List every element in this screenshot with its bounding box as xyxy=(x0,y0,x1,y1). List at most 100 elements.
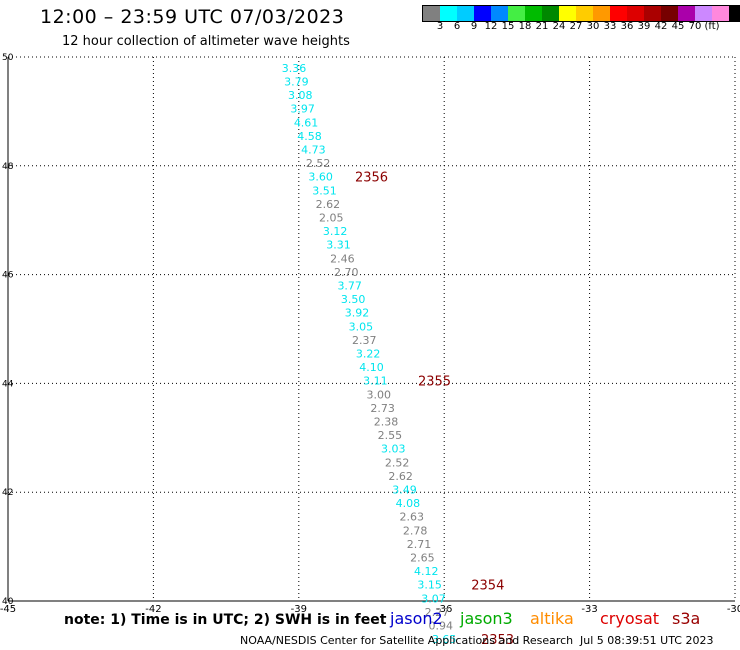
y-tick-label: 42 xyxy=(2,488,13,498)
data-point-label: 2.27 xyxy=(425,606,450,619)
scale-label: 45 xyxy=(671,21,685,32)
scale-swatch xyxy=(712,6,729,21)
scale-label: 9 xyxy=(470,21,478,32)
scale-label: (ft) xyxy=(704,21,720,32)
legend-jason2: jason2 xyxy=(390,609,443,628)
data-point-label: 2.62 xyxy=(316,198,341,211)
x-tick-label: -39 xyxy=(291,604,307,615)
data-point-label: 4.12 xyxy=(414,565,439,578)
scale-label: 12 xyxy=(484,21,498,32)
data-point-label: 2.65 xyxy=(410,551,435,564)
data-point-label: 3.07 xyxy=(421,592,446,605)
x-tick-label: -45 xyxy=(0,604,16,615)
scale-label: 15 xyxy=(501,21,515,32)
scale-swatch xyxy=(678,6,695,21)
scale-swatch xyxy=(610,6,627,21)
legend-altika: altika xyxy=(530,609,574,628)
data-point-label: 2.63 xyxy=(399,511,424,524)
data-point-label: 3.50 xyxy=(341,293,366,306)
data-point-label: 3.08 xyxy=(288,89,313,102)
legend-s3a: s3a xyxy=(672,609,701,628)
scale-swatch xyxy=(474,6,491,21)
scale-swatch xyxy=(627,6,644,21)
x-tick-label: -33 xyxy=(581,604,597,615)
scale-swatch xyxy=(559,6,576,21)
scale-label: 70 xyxy=(688,21,702,32)
data-point-label: 2.70 xyxy=(334,266,359,279)
data-point-label: 3.51 xyxy=(312,184,337,197)
generated-timestamp: Jul 5 08:39:51 UTC 2023 xyxy=(580,634,714,647)
y-tick-label: 40 xyxy=(2,597,14,607)
data-point-label: 3.22 xyxy=(356,347,381,360)
y-tick-label: 50 xyxy=(2,53,14,63)
data-point-label: 3.36 xyxy=(282,62,307,75)
data-point-label: 3.97 xyxy=(290,103,315,116)
data-point-label: 4.61 xyxy=(294,116,319,129)
scale-label: 42 xyxy=(654,21,668,32)
scale-label: 27 xyxy=(569,21,583,32)
data-point-label: 3.79 xyxy=(284,75,309,88)
scale-swatch xyxy=(508,6,525,21)
data-point-label: 2.62 xyxy=(388,470,413,483)
data-point-label: 2.52 xyxy=(385,456,410,469)
x-tick-label: -36 xyxy=(436,604,452,615)
credit-line: NOAA/NESDIS Center for Satellite Applica… xyxy=(240,634,574,647)
data-point-label: 3.00 xyxy=(367,388,392,401)
data-point-label: 3.65 xyxy=(432,633,457,646)
data-point-label: 3.03 xyxy=(381,443,406,456)
scale-label: 3 xyxy=(436,21,444,32)
data-point-label: 3.15 xyxy=(417,579,442,592)
data-point-label: 4.58 xyxy=(297,130,322,143)
data-point-label: 4.73 xyxy=(301,143,326,156)
data-point-label: 3.05 xyxy=(349,320,374,333)
data-point-label: 3.49 xyxy=(392,483,417,496)
scale-swatch xyxy=(576,6,593,21)
data-point-label: 3.60 xyxy=(308,171,333,184)
legend-jason3: jason3 xyxy=(460,609,513,628)
data-point-label: 3.31 xyxy=(326,239,351,252)
scale-swatch xyxy=(491,6,508,21)
data-point-label: 4.08 xyxy=(396,497,421,510)
data-point-label: 2.73 xyxy=(370,402,395,415)
x-tick-label: -30 xyxy=(727,604,740,615)
data-point-label: 2.38 xyxy=(374,415,399,428)
data-point-label: 2.37 xyxy=(352,334,377,347)
scale-swatch xyxy=(457,6,474,21)
scale-label: 36 xyxy=(620,21,634,32)
pass-time-label: 2355 xyxy=(418,375,451,390)
y-tick-label: 44 xyxy=(2,379,14,389)
data-point-label: 3.92 xyxy=(345,307,370,320)
scale-label: 6 xyxy=(453,21,461,32)
chart-subtitle: 12 hour collection of altimeter wave hei… xyxy=(62,34,350,49)
data-point-label: 0.94 xyxy=(429,619,454,632)
scale-swatch xyxy=(729,6,740,21)
scale-swatch xyxy=(525,6,542,21)
scale-label: 18 xyxy=(518,21,532,32)
units-note: note: 1) Time is in UTC; 2) SWH is in fe… xyxy=(64,612,387,628)
pass-time-label: 2354 xyxy=(471,579,504,594)
data-point-label: 2.71 xyxy=(407,538,432,551)
chart-title: 12:00 – 23:59 UTC 07/03/2023 xyxy=(40,6,345,28)
scale-swatch xyxy=(593,6,610,21)
data-point-label: 2.52 xyxy=(306,157,331,170)
pass-time-label: 2353 xyxy=(481,633,514,648)
scale-label: 30 xyxy=(586,21,600,32)
scale-swatch xyxy=(661,6,678,21)
data-point-label: 2.05 xyxy=(319,211,344,224)
data-point-label: 2.78 xyxy=(403,524,428,537)
legend-cryosat: cryosat xyxy=(600,609,660,628)
scale-label: 39 xyxy=(637,21,651,32)
data-point-label: 2.46 xyxy=(330,252,355,265)
scale-label: 24 xyxy=(552,21,566,32)
wave-height-color-scale xyxy=(422,5,740,22)
scale-swatch xyxy=(440,6,457,21)
scale-swatch xyxy=(644,6,661,21)
scale-swatch xyxy=(695,6,712,21)
y-tick-label: 46 xyxy=(2,271,14,281)
data-point-label: 3.12 xyxy=(323,225,348,238)
y-tick-label: 48 xyxy=(2,162,14,172)
scale-swatch xyxy=(423,6,440,21)
x-tick-label: -42 xyxy=(145,604,161,615)
